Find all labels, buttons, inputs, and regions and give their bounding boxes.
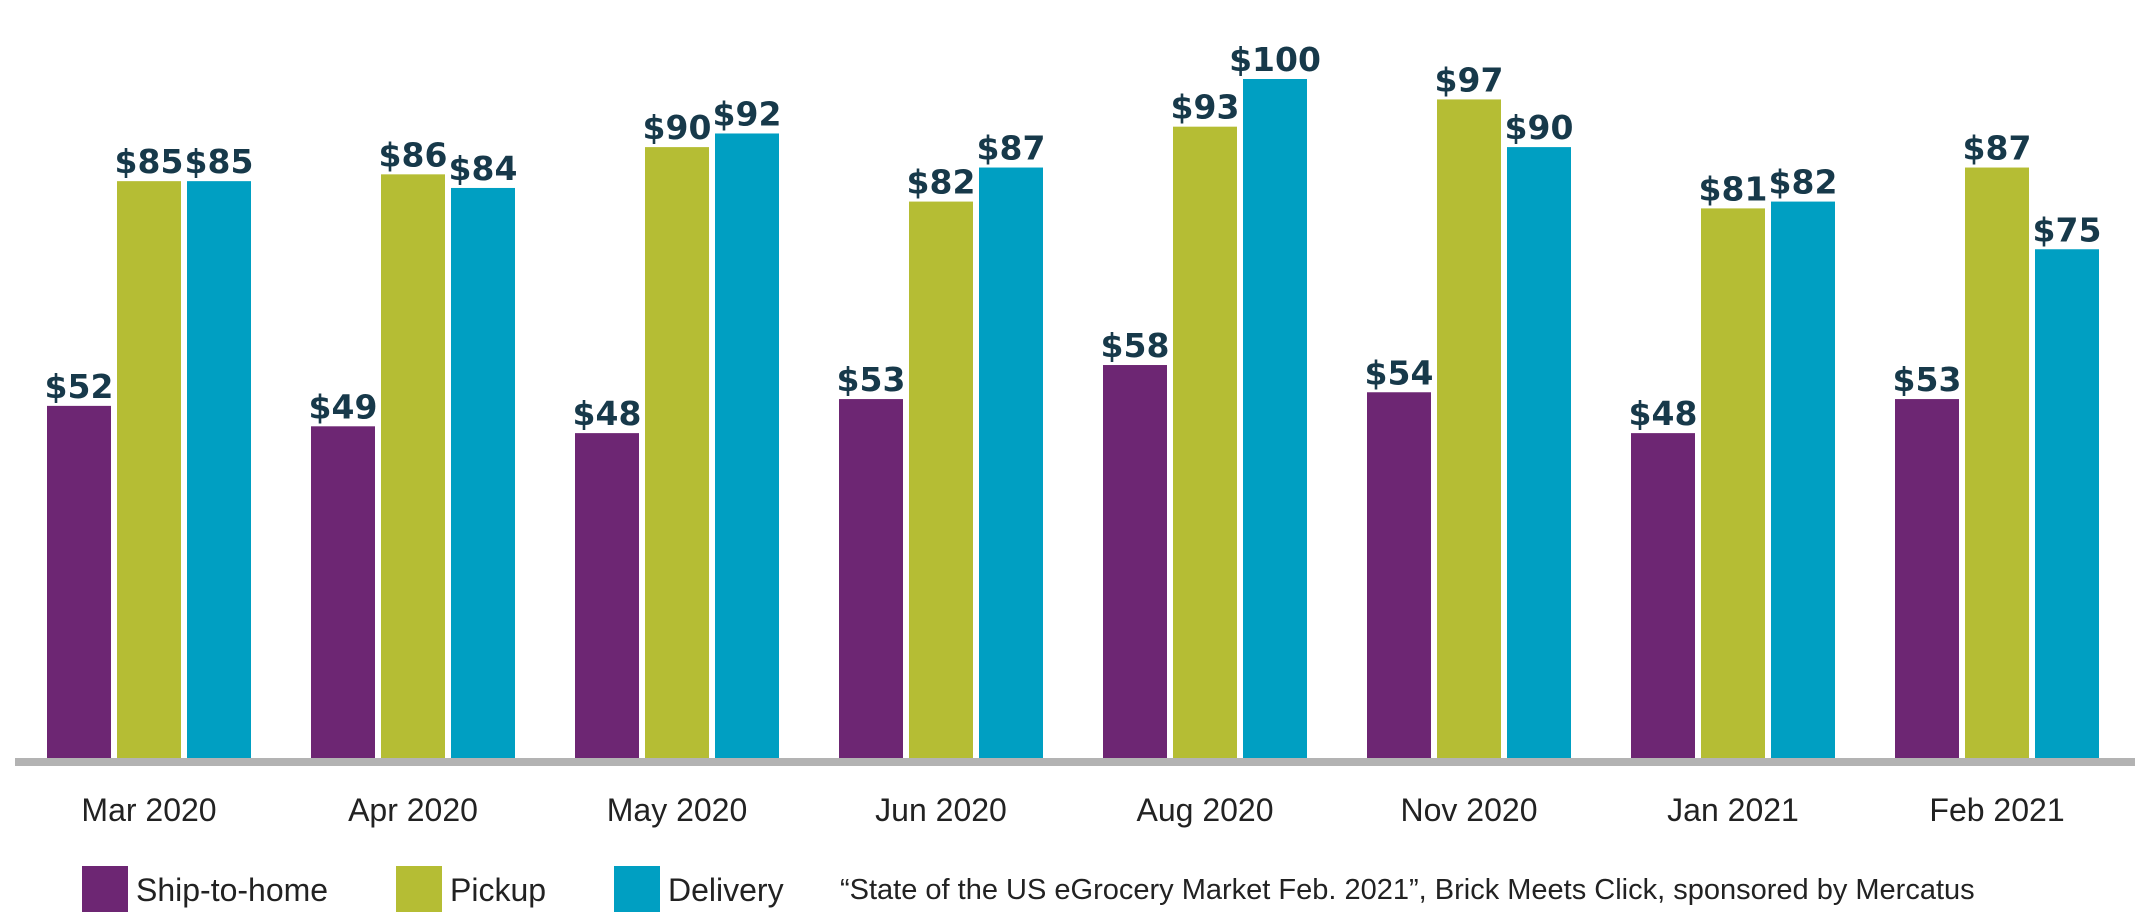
x-tick-label: Jan 2021: [1667, 792, 1799, 828]
bar-ship-to-home-aug-2020: [1103, 365, 1167, 760]
data-label: $82: [1769, 163, 1838, 202]
data-label: $53: [1893, 360, 1962, 399]
x-tick-labels-group: Mar 2020 Apr 2020 May 2020 Jun 2020 Aug 2020…: [81, 792, 2064, 828]
x-tick-label: Feb 2021: [1929, 792, 2064, 828]
bar-ship-to-home-may-2020: [575, 433, 639, 760]
bar-delivery-may-2020: [715, 133, 779, 761]
bar-delivery-jun-2020: [979, 167, 1043, 760]
source-note: “State of the US eGrocery Market Feb. 20…: [840, 874, 1975, 906]
x-tick-label: Jun 2020: [875, 792, 1007, 828]
data-label: $49: [309, 387, 378, 426]
bar-pickup-aug-2020: [1173, 126, 1237, 761]
bar-ship-to-home-feb-2021: [1895, 399, 1959, 760]
data-label: $58: [1101, 326, 1170, 365]
legend-label: Delivery: [668, 872, 784, 908]
data-label: $97: [1435, 60, 1504, 99]
bar-delivery-feb-2021: [2035, 249, 2099, 760]
data-label: $85: [115, 142, 184, 181]
bar-delivery-mar-2020: [187, 181, 251, 760]
x-axis-baseline: [15, 758, 2135, 766]
data-label: $93: [1171, 88, 1240, 127]
data-label: $48: [573, 394, 642, 433]
data-label: $90: [643, 108, 712, 147]
data-label: $82: [907, 163, 976, 202]
bar-ship-to-home-jun-2020: [839, 399, 903, 760]
data-label: $92: [713, 94, 782, 133]
data-label: $86: [379, 135, 448, 174]
bar-pickup-mar-2020: [117, 181, 181, 760]
x-tick-label: Apr 2020: [348, 792, 478, 828]
data-label: $100: [1229, 40, 1321, 79]
data-label: $75: [2033, 210, 2102, 249]
bars-group: [47, 79, 2099, 761]
data-label: $48: [1629, 394, 1698, 433]
bar-pickup-jan-2021: [1701, 208, 1765, 760]
legend-swatch: [82, 866, 128, 912]
bar-ship-to-home-apr-2020: [311, 426, 375, 760]
bar-ship-to-home-nov-2020: [1367, 392, 1431, 760]
legend: Ship-to-home Pickup Delivery: [82, 866, 784, 912]
bar-pickup-jun-2020: [909, 201, 973, 760]
bar-pickup-feb-2021: [1965, 167, 2029, 760]
x-tick-label: Nov 2020: [1401, 792, 1538, 828]
data-label: $53: [837, 360, 906, 399]
legend-swatch: [614, 866, 660, 912]
bar-pickup-nov-2020: [1437, 99, 1501, 761]
data-label: $85: [185, 142, 254, 181]
bar-ship-to-home-jan-2021: [1631, 433, 1695, 760]
bar-delivery-nov-2020: [1507, 147, 1571, 761]
bar-delivery-jan-2021: [1771, 201, 1835, 760]
bar-pickup-apr-2020: [381, 174, 445, 761]
x-tick-label: May 2020: [607, 792, 748, 828]
data-label: $81: [1699, 169, 1768, 208]
data-label: $54: [1365, 353, 1434, 392]
data-label: $87: [977, 129, 1046, 168]
legend-swatch: [396, 866, 442, 912]
data-label: $87: [1963, 129, 2032, 168]
data-label: $84: [449, 149, 518, 188]
legend-label: Ship-to-home: [136, 872, 328, 908]
data-label: $52: [45, 367, 114, 406]
value-labels-group: $52$85 $85$49$86 $84$48$90 $92$53$82$87$58$…: [45, 40, 2102, 433]
bar-delivery-aug-2020: [1243, 79, 1307, 760]
legend-label: Pickup: [450, 872, 546, 908]
bar-pickup-may-2020: [645, 147, 709, 761]
bar-delivery-apr-2020: [451, 187, 515, 760]
bar-ship-to-home-mar-2020: [47, 405, 111, 760]
x-tick-label: Mar 2020: [81, 792, 216, 828]
data-label: $90: [1505, 108, 1574, 147]
x-tick-label: Aug 2020: [1136, 792, 1273, 828]
